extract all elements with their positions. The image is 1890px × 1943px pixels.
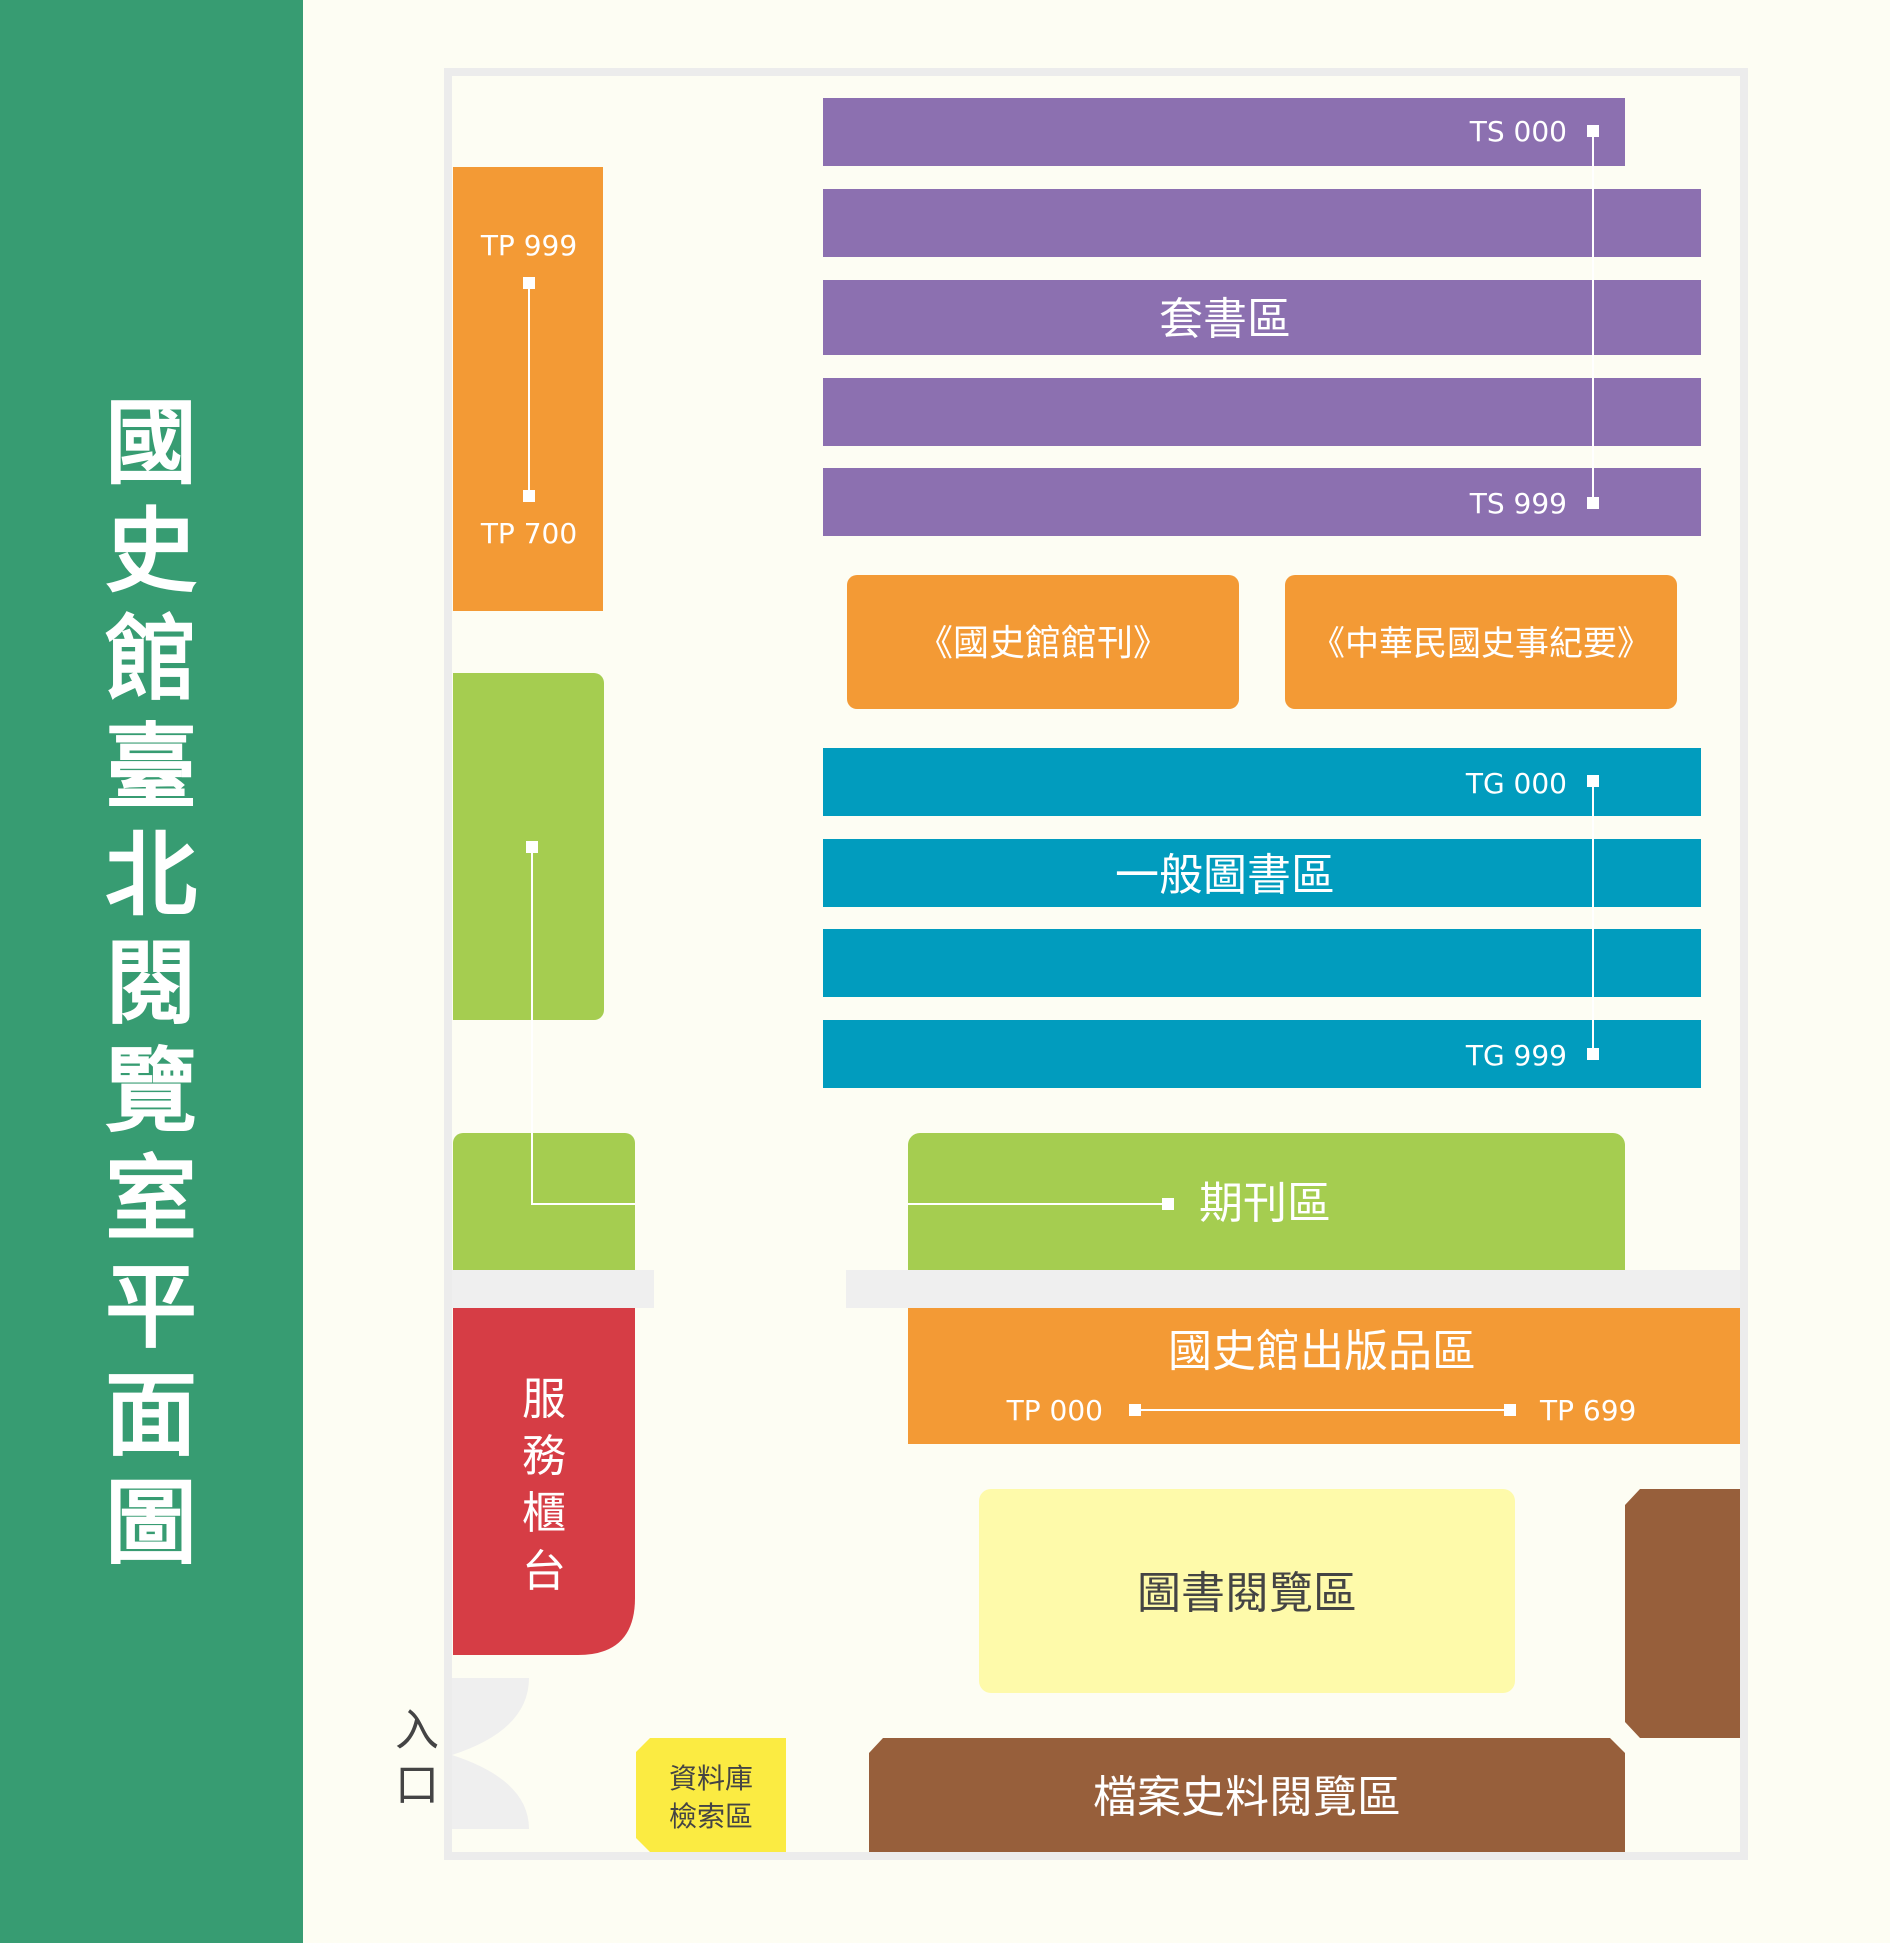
ts-end-label: TS 999 (1469, 487, 1567, 520)
publications-zone-label: 國史館出版品區 (1168, 1326, 1476, 1377)
page-title: 國史館臺北閱覽室平面圖 (104, 390, 197, 1577)
periodicals-zone-label: 期刊區 (1199, 1178, 1331, 1229)
periodicals-corner-shelf-square (453, 1150, 635, 1270)
journal-shelf-2 (1285, 575, 1677, 709)
service-desk-label: 服 務 櫃 台 (522, 1374, 566, 1597)
tp-high-start-label: TP 999 (480, 229, 577, 262)
reading-zone-label: 圖書閱覽區 (1137, 1568, 1357, 1619)
entrance-label: 入 口 (395, 1705, 439, 1811)
service-desk-char: 服 (522, 1374, 566, 1425)
tg-end-label: TG 999 (1465, 1039, 1567, 1072)
periodicals-pointer-marker (1162, 1198, 1174, 1210)
service-desk-char: 台 (522, 1546, 566, 1597)
service-desk-char: 務 (522, 1431, 566, 1482)
service-desk-char: 櫃 (522, 1488, 566, 1539)
journal-shelf-1 (847, 575, 1239, 709)
periodicals-wall-shelf-square (453, 673, 473, 1020)
wall-segment-left (452, 1270, 654, 1308)
wall-segment-right (846, 1270, 1740, 1308)
general-shelf (823, 748, 1701, 816)
database-label-line2: 檢索區 (669, 1800, 753, 1833)
tp-low-start-marker (1129, 1404, 1141, 1416)
archives-side-cabinet (1625, 1489, 1740, 1738)
periodicals-route-marker (526, 841, 538, 853)
series-shelf (823, 189, 1701, 257)
ts-start-marker (1587, 125, 1599, 137)
reading-area (979, 1489, 1515, 1693)
tp-high-end-marker (523, 490, 535, 502)
series-shelves (823, 98, 1701, 536)
room-outline (444, 68, 1748, 1860)
general-shelves (823, 748, 1701, 1088)
service-desk (453, 1308, 635, 1655)
archives-reading-area (869, 1738, 1625, 1852)
tg-start-marker (1587, 775, 1599, 787)
ts-end-marker (1587, 497, 1599, 509)
entrance-char: 入 (395, 1705, 439, 1756)
tp-low-start-label: TP 000 (1006, 1394, 1103, 1427)
entrance-door-upper (452, 1678, 529, 1755)
publications-shelf (908, 1308, 1740, 1444)
tg-end-marker (1587, 1048, 1599, 1060)
entrance-char: 口 (395, 1760, 439, 1811)
tp-low-end-label: TP 699 (1539, 1394, 1636, 1427)
tg-start-label: TG 000 (1465, 767, 1567, 800)
entrance-door-lower (452, 1755, 529, 1829)
general-zone-label: 一般圖書區 (1115, 850, 1335, 901)
tp-low-end-marker (1504, 1404, 1516, 1416)
series-shelf (823, 468, 1701, 536)
series-shelf (823, 98, 1625, 166)
sidebar: 國史館臺北閱覽室平面圖 (0, 0, 303, 1943)
periodicals-route-line (531, 847, 635, 1205)
general-shelf (823, 929, 1701, 997)
series-shelf (823, 378, 1701, 446)
journal-1-label: 《國史館館刊》 (917, 623, 1169, 664)
ts-start-label: TS 000 (1469, 115, 1567, 148)
tp-high-end-label: TP 700 (480, 517, 577, 550)
general-shelf (823, 1020, 1701, 1088)
series-shelf (823, 280, 1701, 355)
series-zone-label: 套書區 (1159, 294, 1291, 345)
general-shelf (823, 839, 1701, 907)
tp-high-start-marker (523, 277, 535, 289)
database-search-area (636, 1738, 786, 1852)
archives-zone-label: 檔案史料閱覽區 (1093, 1772, 1401, 1823)
periodicals-main-shelf-square (908, 1160, 1625, 1270)
journal-2-label: 《中華民國史事紀要》 (1311, 624, 1651, 664)
database-label-line1: 資料庫 (669, 1762, 753, 1795)
